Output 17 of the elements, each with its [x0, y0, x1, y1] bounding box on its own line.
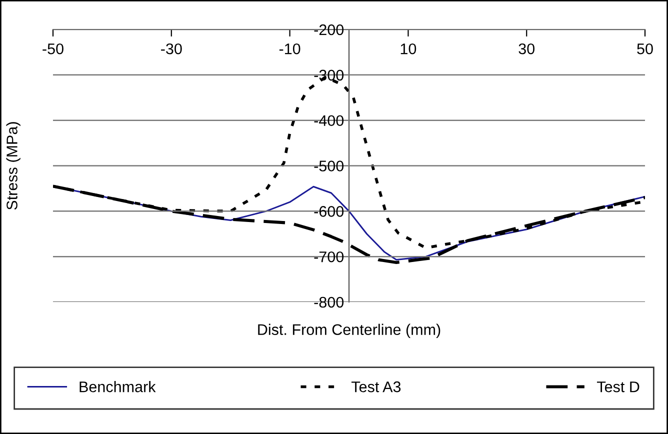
y-tick-label: -600: [314, 206, 344, 217]
x-axis-title: Dist. From Centerline (mm): [258, 324, 440, 338]
x-tick-label: -30: [161, 43, 182, 54]
y-tick-label: -400: [314, 115, 344, 126]
legend-label: Benchmark: [80, 381, 156, 392]
y-tick-label: -300: [314, 70, 344, 81]
x-tick-label: -10: [279, 43, 300, 54]
legend-label: Test A3: [351, 381, 401, 392]
legend-label: Test D: [596, 382, 640, 392]
y-tick-label: -700: [314, 251, 344, 262]
x-tick-label: 10: [400, 43, 416, 54]
x-tick-label: -50: [42, 43, 64, 54]
y-axis-title: Stress (MPa): [6, 122, 20, 210]
y-tick-label: -500: [314, 160, 344, 172]
x-tick-label: 30: [518, 43, 534, 54]
y-tick-label: -800: [314, 296, 344, 308]
x-tick-label: 50: [637, 43, 653, 54]
